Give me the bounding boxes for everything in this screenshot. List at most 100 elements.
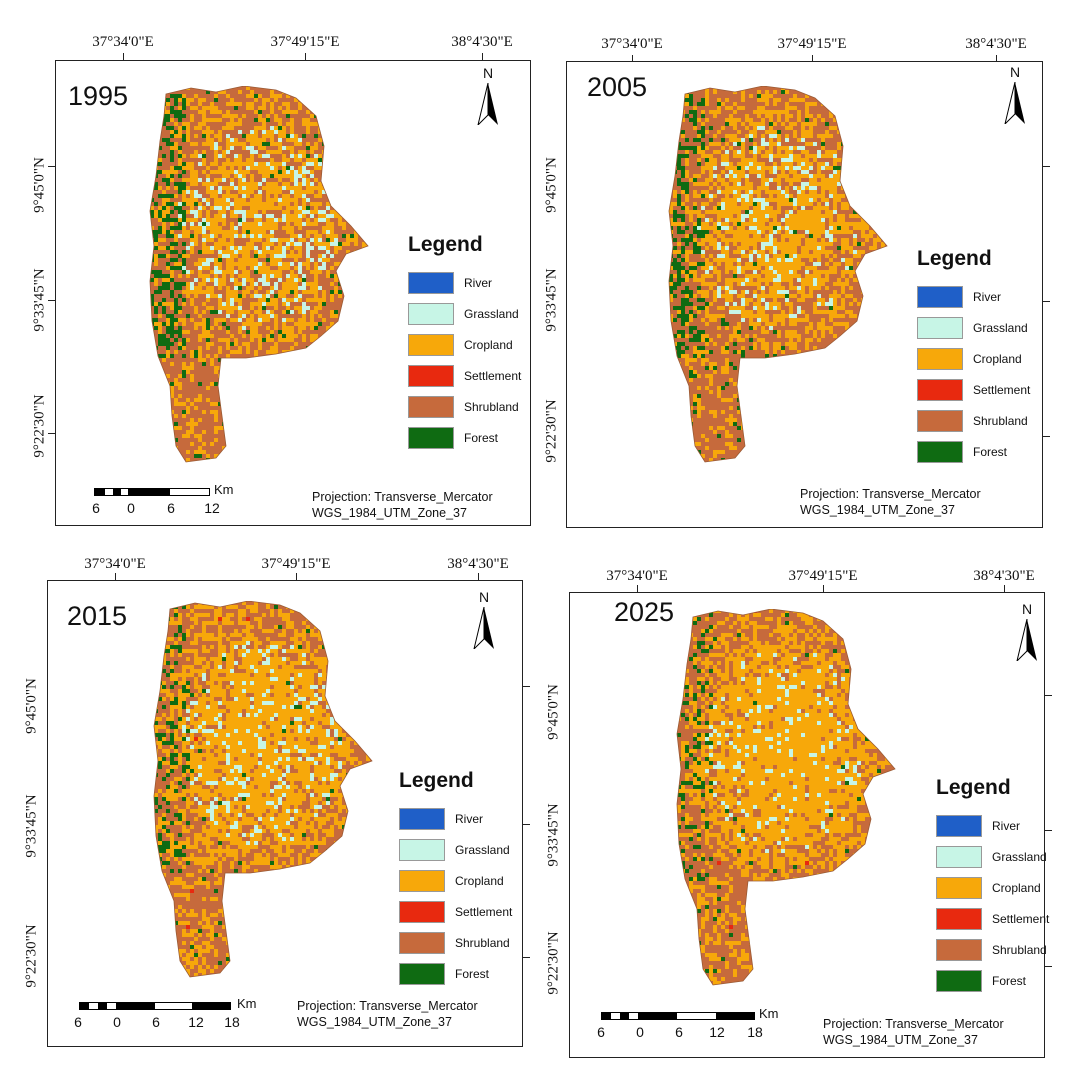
legend-label: Grassland bbox=[455, 842, 510, 857]
legend-item-river: River bbox=[936, 810, 1049, 841]
legend-label: Forest bbox=[455, 966, 490, 981]
legend-label: Forest bbox=[464, 430, 499, 445]
legend-swatch bbox=[936, 938, 982, 961]
lon-label: 38°4'30"E bbox=[965, 36, 1027, 52]
land-cover-map-1995 bbox=[149, 86, 369, 463]
legend-title: Legend bbox=[936, 776, 1011, 799]
scale-label: 12 bbox=[709, 1024, 725, 1040]
lat-label: 9°33'45"N bbox=[31, 268, 48, 332]
lon-label: 37°34'0"E bbox=[601, 36, 663, 52]
lat-label: 9°45'0"N bbox=[23, 678, 40, 734]
legend-swatch bbox=[917, 316, 963, 339]
legend-item-settlement: Settlement bbox=[408, 360, 521, 391]
legend-item-river: River bbox=[917, 281, 1030, 312]
scale-label: 0 bbox=[636, 1024, 644, 1040]
scale-label: 6 bbox=[74, 1014, 82, 1030]
legend-swatch bbox=[408, 426, 454, 449]
legend-swatch bbox=[917, 347, 963, 370]
lon-label: 37°49'15"E bbox=[777, 36, 847, 52]
lon-label: 38°4'30"E bbox=[451, 34, 513, 50]
land-cover-map-2015 bbox=[153, 601, 373, 978]
legend-item-grassland: Grassland bbox=[408, 298, 521, 329]
projection-note: Projection: Transverse_Mercator WGS_1984… bbox=[823, 1017, 1004, 1047]
legend-swatch bbox=[399, 962, 445, 985]
legend-label: Grassland bbox=[464, 306, 519, 321]
legend-rows: River Grassland Cropland Settlement Shrublan… bbox=[399, 803, 512, 989]
legend-item-river: River bbox=[408, 267, 521, 298]
lon-label: 37°49'15"E bbox=[261, 556, 331, 572]
scale-label: 6 bbox=[675, 1024, 683, 1040]
legend-title: Legend bbox=[917, 247, 992, 270]
legend-label: Cropland bbox=[455, 873, 504, 888]
legend-label: Shrubland bbox=[973, 413, 1028, 428]
lat-label: 9°45'0"N bbox=[543, 157, 560, 213]
legend-item-shrubland: Shrubland bbox=[917, 405, 1030, 436]
lon-label: 38°4'30"E bbox=[973, 568, 1035, 584]
lon-label: 38°4'30"E bbox=[447, 556, 509, 572]
legend-label: River bbox=[464, 275, 493, 290]
map-frame: 2015 N Legend River Grassland Cropland Sett… bbox=[47, 580, 523, 1047]
legend-item-settlement: Settlement bbox=[917, 374, 1030, 405]
year-label: 2015 bbox=[67, 601, 128, 631]
legend-rows: River Grassland Cropland Settlement Shrublan… bbox=[917, 281, 1030, 467]
projection-note: Projection: Transverse_Mercator WGS_1984… bbox=[297, 999, 478, 1029]
legend-swatch bbox=[408, 302, 454, 325]
scale-label: 18 bbox=[224, 1014, 240, 1030]
legend-label: Settlement bbox=[464, 368, 522, 383]
legend-rows: River Grassland Cropland Settlement Shrublan… bbox=[936, 810, 1049, 996]
legend-item-shrubland: Shrubland bbox=[399, 927, 512, 958]
legend-item-river: River bbox=[399, 803, 512, 834]
legend-rows: River Grassland Cropland Settlement Shrublan… bbox=[408, 267, 521, 453]
legend-swatch bbox=[917, 285, 963, 308]
legend-label: Cropland bbox=[992, 880, 1041, 895]
legend-swatch bbox=[936, 907, 982, 930]
legend-swatch bbox=[399, 838, 445, 861]
legend-label: Forest bbox=[973, 444, 1008, 459]
legend-swatch bbox=[936, 845, 982, 868]
legend-label: Settlement bbox=[973, 382, 1031, 397]
legend-label: Grassland bbox=[992, 849, 1047, 864]
scale-unit: Km bbox=[214, 482, 234, 497]
legend-swatch bbox=[936, 969, 982, 992]
map-frame: 1995 N Legend River Grassland Cropland Sett… bbox=[55, 60, 531, 526]
legend-item-shrubland: Shrubland bbox=[936, 934, 1049, 965]
lat-label: 9°45'0"N bbox=[545, 684, 562, 740]
legend-swatch bbox=[408, 364, 454, 387]
legend-item-cropland: Cropland bbox=[408, 329, 521, 360]
legend-item-settlement: Settlement bbox=[936, 903, 1049, 934]
legend-swatch bbox=[408, 271, 454, 294]
legend-item-forest: Forest bbox=[408, 422, 521, 453]
lon-label: 37°49'15"E bbox=[788, 568, 858, 584]
legend-item-grassland: Grassland bbox=[399, 834, 512, 865]
legend-label: Shrubland bbox=[992, 942, 1047, 957]
legend-item-cropland: Cropland bbox=[399, 865, 512, 896]
legend-swatch bbox=[936, 814, 982, 837]
legend-item-cropland: Cropland bbox=[936, 872, 1049, 903]
legend-label: Cropland bbox=[973, 351, 1022, 366]
legend: Legend River Grassland Cropland Settlement S… bbox=[917, 247, 1030, 467]
land-cover-map-2005 bbox=[668, 86, 888, 463]
legend-item-cropland: Cropland bbox=[917, 343, 1030, 374]
legend: Legend River Grassland Cropland Settlement S… bbox=[408, 233, 521, 453]
legend-swatch bbox=[399, 807, 445, 830]
year-label: 2025 bbox=[614, 597, 675, 627]
projection-note: Projection: Transverse_Mercator WGS_1984… bbox=[312, 490, 493, 520]
scale-label: 6 bbox=[92, 500, 100, 516]
lat-label: 9°22'30"N bbox=[543, 399, 560, 463]
legend-title: Legend bbox=[399, 769, 474, 792]
lon-label: 37°49'15"E bbox=[270, 34, 340, 50]
legend-label: Grassland bbox=[973, 320, 1028, 335]
land-cover-map-2025 bbox=[676, 609, 896, 986]
lon-label: 37°34'0"E bbox=[92, 34, 154, 50]
north-arrow-icon: N bbox=[469, 589, 499, 649]
scale-label: 0 bbox=[113, 1014, 121, 1030]
scale-label: 6 bbox=[597, 1024, 605, 1040]
lon-label: 37°34'0"E bbox=[84, 556, 146, 572]
lat-label: 9°22'30"N bbox=[545, 931, 562, 995]
legend-label: Shrubland bbox=[455, 935, 510, 950]
legend-item-grassland: Grassland bbox=[936, 841, 1049, 872]
legend-item-forest: Forest bbox=[399, 958, 512, 989]
legend-item-settlement: Settlement bbox=[399, 896, 512, 927]
scale-unit: Km bbox=[759, 1006, 779, 1021]
north-arrow-icon: N bbox=[1000, 64, 1030, 124]
